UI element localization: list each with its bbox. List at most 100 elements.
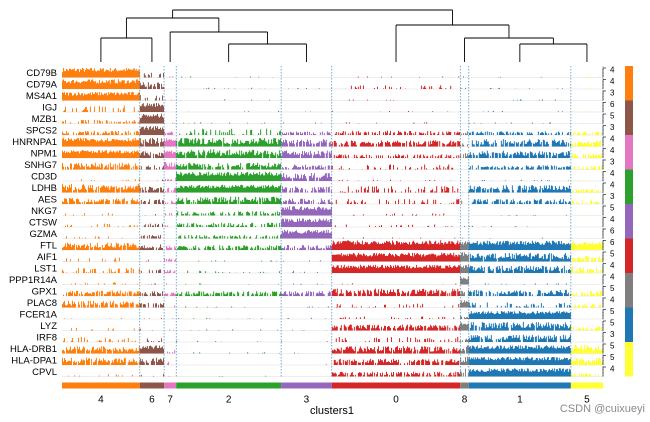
track-cd79a-cluster-2 — [176, 87, 282, 89]
track-igj-cluster-0 — [331, 110, 461, 112]
track-mzb1-cluster-3 — [281, 122, 332, 124]
track-max-label: 4 — [610, 215, 615, 224]
track-max-label: 5 — [610, 250, 615, 259]
track-ppp1r14a-cluster-4 — [62, 282, 140, 285]
track-cpvl-cluster-5 — [570, 372, 603, 377]
track-hnrnpa1-cluster-7 — [164, 138, 177, 147]
track-max-label: 4 — [610, 146, 615, 155]
track-cpvl — [62, 368, 603, 377]
track-gpx1-cluster-6 — [139, 291, 165, 296]
track-cpvl-cluster-1 — [468, 368, 571, 377]
track-ftl-cluster-5 — [570, 241, 603, 250]
cluster-bar-5 — [570, 382, 603, 389]
track-ldhb-cluster-2 — [176, 184, 282, 193]
track-aes-cluster-7 — [164, 200, 177, 204]
track-max-label: 6 — [610, 238, 615, 247]
track-snhg7-cluster-7 — [164, 162, 177, 170]
marker-group-3 — [625, 204, 633, 239]
track-lst1-cluster-6 — [139, 269, 165, 273]
gene-label: MS4A1 — [26, 91, 57, 102]
track-hnrnpa1-cluster-0 — [331, 140, 461, 147]
track-lst1-cluster-5 — [570, 266, 603, 273]
track-ms4a1-cluster-6 — [139, 94, 165, 101]
track-hla-dpa1-cluster-3 — [281, 364, 332, 365]
track-fcer1a-cluster-8 — [460, 315, 469, 319]
track-max-label: 4 — [610, 181, 615, 190]
track-max-label: 4 — [610, 169, 615, 178]
track-max-label: 4 — [610, 296, 615, 305]
track-aif1-cluster-8 — [460, 252, 469, 262]
track-lst1 — [62, 264, 603, 273]
track-gpx1-cluster-3 — [281, 291, 332, 296]
track-ldhb-cluster-7 — [164, 187, 177, 193]
track-ctsw-cluster-4 — [62, 223, 140, 227]
track-hnrnpa1-cluster-8 — [460, 143, 469, 147]
track-fcer1a-cluster-6 — [139, 317, 165, 319]
track-gpx1-cluster-2 — [176, 291, 282, 296]
track-npm1-cluster-6 — [139, 151, 165, 158]
track-cd3d-cluster-6 — [139, 179, 165, 181]
cluster-bar-4 — [62, 382, 140, 389]
gene-label: MZB1 — [32, 114, 57, 125]
track-aif1-cluster-4 — [62, 257, 140, 262]
cluster-tick-label: 4 — [98, 395, 104, 406]
track-max-label: 3 — [610, 192, 615, 201]
track-hla-drb1-cluster-4 — [62, 346, 140, 354]
track-spcs2-cluster-1 — [468, 131, 571, 135]
track-hla-dpa1-cluster-0 — [331, 358, 461, 365]
track-spcs2 — [62, 126, 603, 135]
track-aes-cluster-0 — [331, 199, 461, 204]
track-lyz — [62, 321, 603, 331]
track-aif1-cluster-5 — [570, 256, 603, 262]
track-snhg7-cluster-6 — [139, 165, 165, 170]
track-ldhb-cluster-6 — [139, 186, 165, 193]
track-lst1-cluster-3 — [281, 270, 332, 273]
gene-label: GZMA — [30, 229, 58, 240]
track-snhg7-cluster-2 — [176, 162, 282, 170]
track-cd79b-cluster-5 — [570, 76, 603, 78]
track-lyz-cluster-1 — [468, 321, 571, 331]
track-cd3d-cluster-4 — [62, 178, 140, 181]
cluster-tick-label: 8 — [462, 395, 468, 406]
track-cd79a-cluster-0 — [331, 85, 461, 89]
track-mzb1 — [62, 113, 603, 124]
track-irf8-cluster-6 — [139, 338, 165, 342]
cluster-bar-6 — [139, 382, 165, 389]
track-hla-drb1 — [62, 344, 603, 354]
track-hla-drb1-cluster-6 — [139, 345, 165, 354]
track-aif1-cluster-0 — [331, 252, 461, 262]
track-cd3d-cluster-5 — [570, 180, 603, 181]
track-ms4a1-cluster-4 — [62, 91, 140, 101]
track-snhg7 — [62, 162, 603, 170]
track-max-label: 3 — [610, 330, 615, 339]
track-gpx1-cluster-1 — [468, 289, 571, 296]
track-cpvl-cluster-0 — [331, 371, 461, 377]
marker-group-8 — [625, 273, 633, 308]
gene-labels: CD79BCD79AMS4A1IGJMZB1SPCS2HNRNPA1NPM1SN… — [9, 68, 58, 378]
gene-label: CTSW — [29, 218, 57, 229]
track-aif1-cluster-2 — [176, 260, 282, 262]
track-gzma-cluster-2 — [176, 234, 282, 239]
track-hla-drb1-cluster-7 — [164, 350, 177, 354]
track-mzb1-cluster-6 — [139, 113, 165, 124]
track-aes-cluster-1 — [468, 199, 571, 204]
track-cd3d-cluster-3 — [281, 172, 332, 181]
track-spcs2-cluster-7 — [164, 131, 177, 135]
marker-group-2 — [625, 169, 633, 204]
track-ms4a1-cluster-7 — [164, 99, 177, 101]
track-hla-drb1-cluster-0 — [331, 346, 461, 354]
gene-label: GPX1 — [32, 287, 57, 298]
track-fcer1a-cluster-1 — [468, 310, 571, 319]
track-ctsw-cluster-7 — [164, 225, 177, 227]
track-cd79b — [62, 67, 603, 78]
track-cd3d-cluster-2 — [176, 171, 282, 181]
track-hnrnpa1-cluster-1 — [468, 139, 571, 147]
track-ftl-cluster-8 — [460, 241, 469, 250]
track-cd79b-cluster-7 — [164, 76, 177, 78]
cluster-tick-label: 1 — [517, 395, 523, 406]
track-nkg7-cluster-7 — [164, 213, 177, 216]
cluster-tick-label: 3 — [304, 395, 310, 406]
track-mzb1-cluster-7 — [164, 122, 177, 124]
track-ldhb-cluster-5 — [570, 188, 603, 193]
track-ftl-cluster-6 — [139, 244, 165, 250]
